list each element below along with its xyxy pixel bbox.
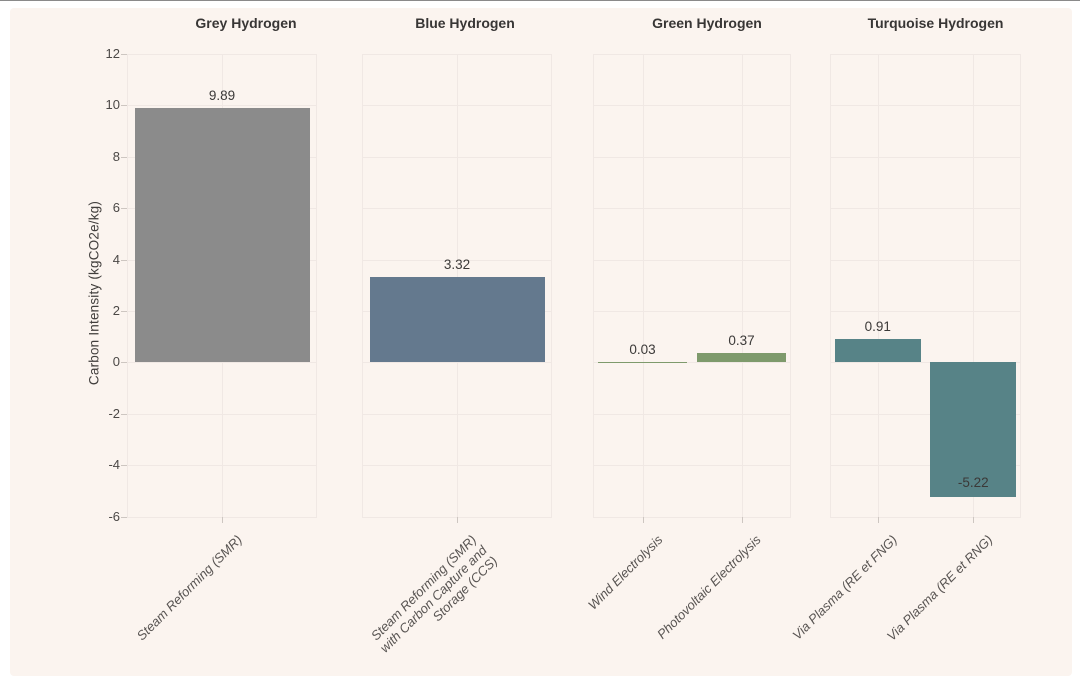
y-tick-mark [121, 259, 127, 261]
x-tick-label-line: Steam Reforming (SMR) [133, 532, 245, 644]
gridline-vertical [642, 54, 644, 517]
gridline-horizontal [830, 208, 1021, 210]
x-tick-label: Steam Reforming (SMR) [133, 532, 244, 643]
y-tick-mark [121, 105, 127, 107]
bar-photovoltaic-electrolysis [697, 352, 786, 363]
panel-title: Turquoise Hydrogen [867, 15, 1004, 31]
y-tick-label: 10 [105, 97, 120, 113]
panel-title: Green Hydrogen [652, 15, 762, 31]
y-tick-mark [121, 156, 127, 158]
y-tick-mark [121, 413, 127, 415]
x-tick-label: Via Plasma (RE et FNG) [790, 532, 901, 643]
x-tick-mark [642, 516, 644, 523]
bar-via-plasma-re-et-rng [930, 362, 1017, 497]
gridline-vertical [316, 54, 317, 517]
chart-panel: 3.32 [362, 54, 552, 518]
y-tick-label: 2 [112, 303, 120, 318]
y-tick-label: 12 [105, 46, 120, 61]
y-tick-label: 4 [112, 251, 120, 267]
x-tick-mark [457, 516, 458, 523]
x-tick-label-line: Via Plasma (RE et FNG) [789, 532, 901, 643]
chart-panel: 0.91 -5.22 [830, 54, 1021, 518]
gridline-horizontal [593, 208, 791, 210]
x-tick-label-line: Via Plasma (RE et RNG) [884, 532, 996, 644]
gridline-vertical [830, 54, 831, 517]
y-tick-mark [121, 208, 127, 210]
gridline-horizontal [830, 413, 1021, 415]
bar-value-label: -5.22 [957, 474, 989, 490]
x-tick-mark [741, 516, 743, 523]
y-tick-label: 8 [112, 148, 120, 164]
chart-panel: 0.03 0.37 [593, 54, 791, 518]
gridline-vertical [551, 54, 552, 517]
gridline-vertical [593, 54, 594, 517]
gridline-horizontal [593, 105, 791, 107]
y-tick-mark [121, 516, 127, 518]
gridline-horizontal [593, 311, 791, 312]
y-tick-mark [121, 311, 127, 312]
window-top-border [0, 0, 1080, 1]
bar-value-label: 0.03 [629, 341, 656, 357]
x-tick-label: Photovoltaic Electrolysis [654, 532, 764, 642]
gridline-vertical [877, 54, 879, 517]
y-tick-label: -6 [108, 508, 120, 524]
x-tick-label: Wind Electrolysis [585, 532, 666, 613]
gridline-horizontal [830, 259, 1021, 261]
gridline-horizontal [593, 362, 791, 364]
panel-title: Grey Hydrogen [195, 15, 297, 31]
gridline-horizontal [830, 105, 1021, 107]
y-tick-mark [121, 54, 127, 55]
bar-wind-electrolysis [598, 361, 687, 364]
gridline-vertical [127, 54, 128, 517]
y-tick-label: -2 [108, 405, 120, 421]
x-tick-label: Via Plasma (RE et RNG) [884, 532, 996, 644]
bar-value-label: 0.91 [864, 319, 891, 334]
gridline-horizontal [593, 259, 791, 261]
bar-steam-reforming-smr-with-carbon-capture-and-storage-ccs [369, 277, 545, 363]
gridline-horizontal [830, 156, 1021, 158]
bar-value-label: 3.32 [443, 257, 471, 273]
gridline-horizontal [593, 156, 791, 158]
gridline-horizontal [593, 54, 791, 55]
gridline-vertical [1020, 54, 1021, 517]
y-tick-label: -4 [108, 457, 120, 473]
gridline-horizontal [830, 311, 1021, 312]
gridline-horizontal [593, 465, 791, 467]
x-tick-label: Steam Reforming (SMR) with Carbon Capture… [367, 532, 500, 666]
gridline-horizontal [830, 362, 1021, 364]
gridline-horizontal [830, 465, 1021, 467]
bar-value-label: 0.37 [728, 332, 755, 348]
y-tick-label: 6 [112, 200, 120, 216]
y-tick-label: 0 [112, 354, 120, 370]
x-tick-mark [877, 516, 879, 523]
gridline-horizontal [830, 54, 1021, 55]
chart-panel: 9.89 [127, 54, 317, 518]
y-tick-mark [121, 362, 127, 364]
x-tick-label-line: Wind Electrolysis [584, 532, 666, 613]
gridline-vertical [790, 54, 791, 517]
gridline-vertical [362, 54, 363, 517]
gridline-horizontal [830, 516, 1021, 518]
gridline-vertical [741, 54, 743, 517]
gridline-horizontal [593, 516, 791, 518]
x-tick-mark [973, 516, 975, 523]
gridline-vertical [973, 54, 975, 517]
panel-title: Blue Hydrogen [415, 15, 515, 31]
y-tick-mark [121, 465, 127, 467]
x-tick-label-line: Photovoltaic Electrolysis [654, 532, 765, 642]
bar-via-plasma-re-et-fng [834, 339, 921, 363]
gridline-horizontal [593, 413, 791, 415]
chart-background: Carbon Intensity (kgCO2e/kg) 12 10 8 6 4 2 0 -2… [10, 8, 1072, 676]
x-tick-mark [222, 516, 223, 523]
bar-value-label: 9.89 [208, 88, 236, 104]
x-tick-label-line: with Carbon Capture and [377, 542, 491, 656]
bar-steam-reforming-smr [134, 108, 310, 363]
